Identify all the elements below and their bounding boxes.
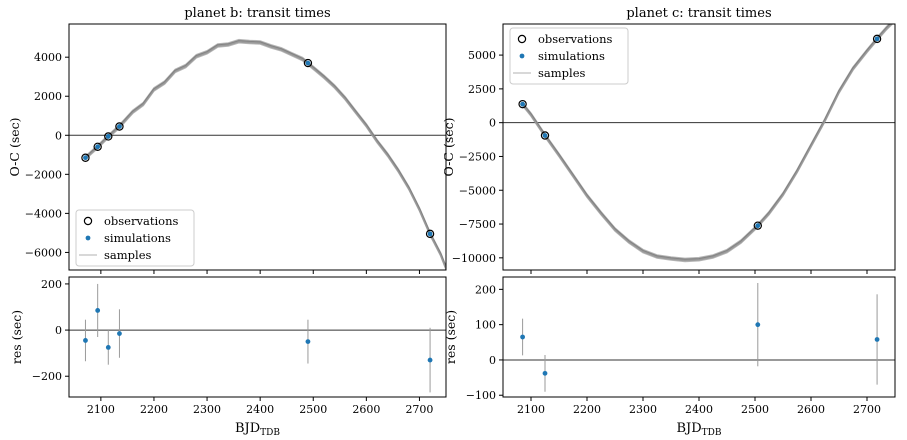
residual-point: [755, 322, 761, 328]
observation-point: [425, 229, 435, 239]
chart-title: planet c: transit times: [626, 6, 771, 21]
residual-point: [305, 339, 311, 345]
x-tick-label: 2600: [797, 403, 825, 416]
x-tick-label: 2700: [405, 403, 433, 416]
simulation-point: [520, 101, 525, 107]
residual-frame: [68, 276, 447, 398]
legend-entry-samples: samples: [104, 248, 152, 262]
x-tick-label: 2500: [299, 403, 327, 416]
legend-simulations-marker: [85, 235, 91, 241]
residual-y-tick-label: 0: [489, 354, 496, 367]
residual-point: [83, 338, 88, 343]
legend-box: [509, 27, 629, 85]
y-tick-label: −2000: [25, 168, 62, 181]
x-axis-label-main: BJD: [676, 421, 701, 436]
residual-y-tick-label: 200: [41, 278, 62, 291]
x-tick-label: 2200: [573, 403, 601, 416]
legend-entry-samples: samples: [538, 66, 586, 80]
y-tick-label: −4000: [25, 207, 62, 220]
residual-point: [117, 331, 122, 336]
legend-entry-observations: observations: [104, 214, 178, 228]
y-tick-label: 0: [489, 117, 496, 130]
residual-y-tick-label: 100: [475, 319, 496, 332]
x-axis-label: BJDTDB: [676, 421, 721, 438]
y-tick-label: −6000: [25, 246, 62, 259]
observation-point: [518, 99, 527, 109]
x-tick-label: 2400: [685, 403, 713, 416]
sample-line: [522, 24, 893, 263]
observation-point: [115, 122, 124, 131]
observation-point: [872, 34, 882, 44]
plot-frame: [502, 23, 896, 271]
x-axis-label: BJDTDB: [235, 421, 280, 438]
x-tick-label: 2300: [629, 403, 657, 416]
x-tick-label: 2500: [741, 403, 769, 416]
x-tick-label: 2600: [352, 403, 380, 416]
residual-y-tick-label: −200: [32, 370, 62, 383]
y-tick-label: 4000: [34, 51, 62, 64]
observation-point: [81, 153, 90, 162]
legend-observations-marker: [517, 34, 527, 44]
residual-y-axis-label: res (sec): [9, 310, 24, 364]
simulation-point: [95, 144, 101, 150]
residual-y-tick-label: 200: [475, 283, 496, 296]
residual-point: [427, 357, 433, 363]
simulation-point: [427, 231, 433, 237]
y-axis-label: O-C (sec): [441, 117, 456, 176]
x-tick-label: 2100: [517, 403, 545, 416]
x-tick-label: 2200: [140, 403, 168, 416]
simulation-point: [305, 60, 311, 66]
observation-point: [93, 142, 102, 152]
legend-entry-simulations: simulations: [538, 49, 605, 63]
residual-frame: [502, 276, 896, 398]
residual-point: [874, 337, 880, 342]
residual-point: [95, 308, 101, 313]
simulation-point: [874, 36, 880, 42]
legend-observations-marker: [83, 216, 93, 226]
residual-y-axis-label: res (sec): [443, 310, 458, 364]
x-axis-label-subscript: TDB: [702, 428, 722, 438]
y-tick-label: 2000: [34, 90, 62, 103]
legend-box: [75, 209, 195, 267]
y-tick-label: −7500: [459, 218, 496, 231]
legend-entry-observations: observations: [538, 32, 612, 46]
x-tick-label: 2300: [193, 403, 221, 416]
simulation-point: [542, 133, 548, 138]
legend-simulations-marker: [519, 53, 525, 59]
x-axis-label-main: BJD: [235, 421, 260, 436]
observation-point: [753, 221, 763, 230]
simulation-point: [83, 155, 88, 161]
x-tick-label: 2100: [87, 403, 115, 416]
observation-point: [540, 131, 550, 140]
plot-frame: [68, 23, 447, 271]
y-tick-label: −2500: [459, 150, 496, 163]
x-tick-label: 2400: [246, 403, 274, 416]
observation-point: [303, 58, 313, 68]
residual-point: [520, 334, 525, 340]
y-tick-label: −5000: [459, 184, 496, 197]
simulation-point: [755, 223, 761, 229]
sample-line: [85, 42, 446, 270]
residual-point: [105, 344, 111, 350]
residual-y-tick-label: −100: [466, 389, 496, 402]
y-axis-label: O-C (sec): [7, 117, 22, 176]
y-tick-label: −10000: [452, 252, 496, 265]
simulation-point: [105, 134, 111, 139]
observation-point: [104, 132, 113, 141]
residual-y-tick-label: 0: [55, 324, 62, 337]
x-axis-label-subscript: TDB: [260, 428, 280, 438]
samples-group: [84, 38, 446, 270]
x-tick-label: 2700: [853, 403, 881, 416]
y-tick-label: 5000: [468, 49, 496, 62]
simulation-point: [117, 124, 122, 129]
residual-point: [542, 370, 548, 376]
samples-group: [521, 24, 893, 263]
y-tick-label: 2500: [468, 83, 496, 96]
legend-entry-simulations: simulations: [104, 231, 171, 245]
chart-title: planet b: transit times: [184, 6, 330, 21]
y-tick-label: 0: [55, 129, 62, 142]
